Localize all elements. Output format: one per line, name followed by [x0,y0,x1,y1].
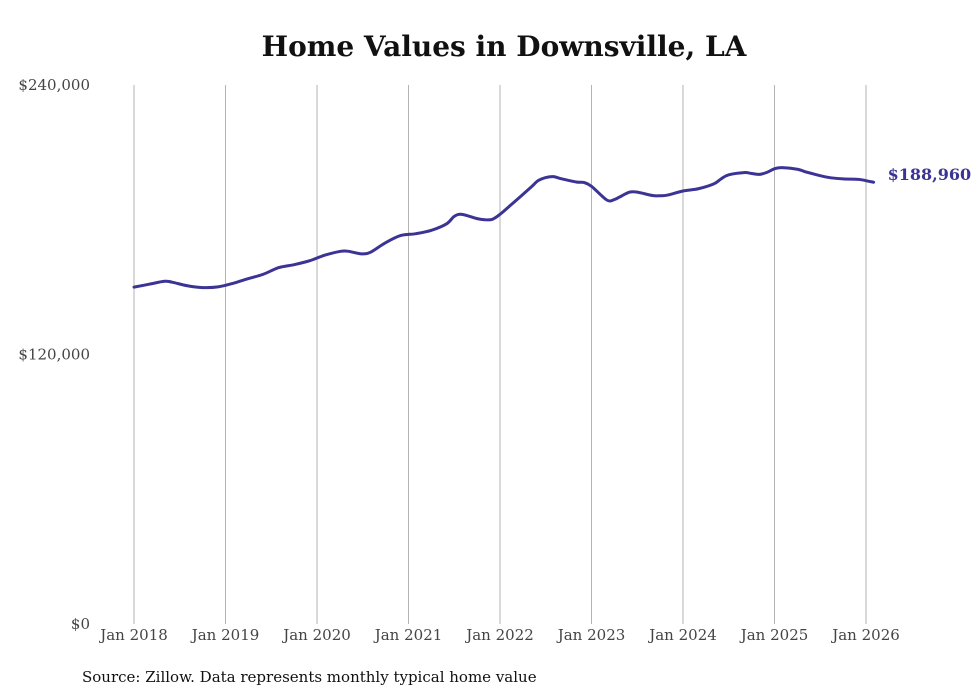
y-tick-label: $120,000 [18,346,90,364]
data-point [628,191,631,194]
data-point [338,250,341,253]
end-value-label: $188,960 [888,165,972,184]
data-point [430,229,433,232]
x-tick-label: Jan 2020 [281,626,351,644]
data-point [582,181,585,184]
data-point [758,173,761,176]
data-point [773,167,776,170]
data-point [171,281,174,284]
data-point [712,183,715,186]
series-line-0 [132,166,876,290]
data-point [476,217,479,220]
chart-source-note: Source: Zillow. Data represents monthly … [82,668,537,686]
grid-layer [133,85,867,624]
data-point [613,198,616,201]
data-point [148,283,151,286]
data-point [575,181,578,184]
data-point [651,194,654,197]
data-point [811,172,814,175]
data-point [415,232,418,235]
data-point [529,186,532,189]
data-point [842,177,845,180]
data-point [514,200,517,203]
data-point [727,173,730,176]
data-point [384,241,387,244]
data-point [857,178,860,181]
data-point [216,285,219,288]
data-point [872,181,875,184]
data-point [293,263,296,266]
data-point [765,171,768,174]
data-point [453,215,456,218]
data-point [483,218,486,221]
data-point [743,171,746,174]
data-point [277,266,280,269]
y-tick-label: $0 [71,615,90,633]
x-axis: Jan 2018 Jan 2019 Jan 2020 Jan 2021 Jan 2022… [98,626,900,644]
data-point [308,259,311,262]
data-point [247,277,250,280]
data-point [544,176,547,179]
data-point [163,280,166,283]
data-point [361,252,364,255]
data-point [781,166,784,169]
data-point [186,284,189,287]
data-point [605,198,608,201]
series-layer [132,166,876,290]
x-tick-label: Jan 2022 [464,626,534,644]
data-point [445,222,448,225]
data-point [720,177,723,180]
data-point [552,175,555,178]
data-point [826,176,829,179]
data-point [590,185,593,188]
x-tick-label: Jan 2026 [830,626,900,644]
data-point [323,254,326,257]
x-tick-label: Jan 2019 [190,626,260,644]
data-point [262,273,265,276]
y-axis: $0 $120,000 $240,000 [18,76,90,633]
data-point [804,170,807,173]
data-point [399,234,402,237]
data-point [232,282,235,285]
data-point [201,286,204,289]
data-point [346,250,349,253]
data-point [666,194,669,197]
data-point [659,194,662,197]
data-point [460,213,463,216]
data-point [354,251,357,254]
x-tick-label: Jan 2018 [98,626,168,644]
data-point [865,179,868,182]
x-tick-label: Jan 2023 [556,626,626,644]
y-tick-label: $240,000 [18,76,90,94]
data-point [621,194,624,197]
data-point [796,168,799,171]
data-point [697,187,700,190]
data-point [682,190,685,193]
data-point [537,179,540,182]
data-point [750,172,753,175]
x-tick-label: Jan 2025 [739,626,809,644]
data-point [560,177,563,180]
data-point [636,191,639,194]
data-point [499,213,502,216]
x-tick-label: Jan 2024 [647,626,717,644]
data-point [133,286,136,289]
x-tick-label: Jan 2021 [373,626,443,644]
chart-title: Home Values in Downsville, LA [261,30,747,63]
data-point [491,218,494,221]
data-point [369,251,372,254]
